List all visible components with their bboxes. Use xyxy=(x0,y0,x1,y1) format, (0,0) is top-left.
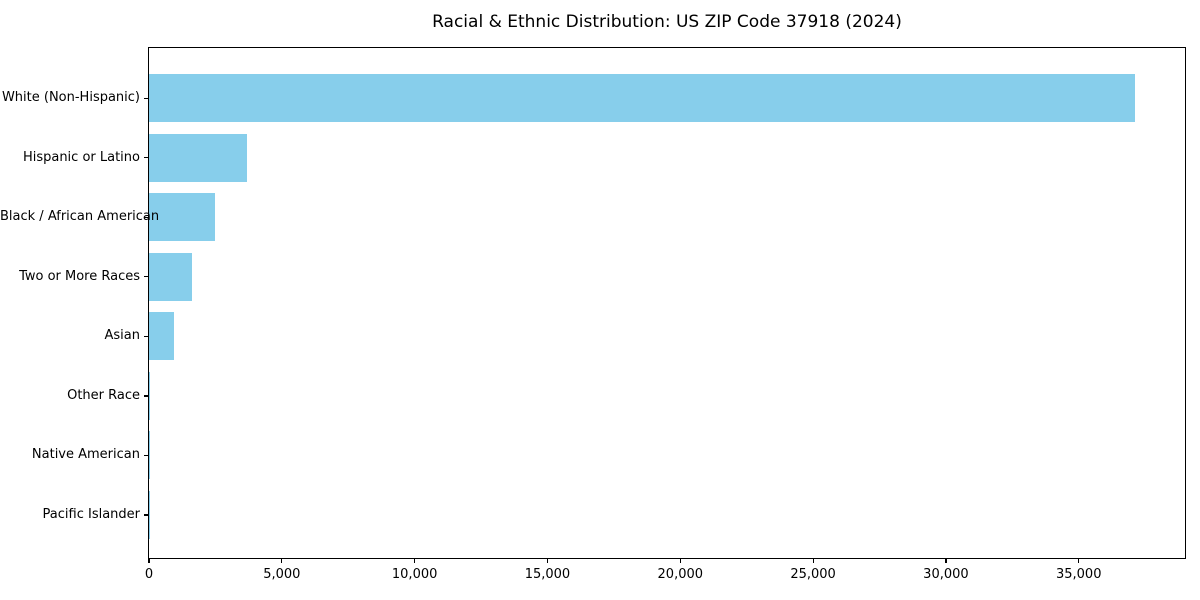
y-tick-label: Pacific Islander xyxy=(42,506,140,522)
x-tick-mark xyxy=(1078,559,1080,563)
y-tick-mark xyxy=(144,97,148,99)
bar-other-race xyxy=(149,371,151,420)
y-tick-label: Hispanic or Latino xyxy=(22,149,140,165)
y-tick-label: Native American xyxy=(31,447,140,463)
bar-asian xyxy=(149,312,174,361)
x-tick-mark xyxy=(148,559,150,563)
x-tick-label: 5,000 xyxy=(263,567,301,582)
y-tick-mark xyxy=(144,395,148,397)
x-tick-mark xyxy=(679,559,681,563)
plot-area xyxy=(148,47,1186,559)
bar-two-or-more-races xyxy=(149,252,192,301)
x-tick-mark xyxy=(414,559,416,563)
x-tick-label: 25,000 xyxy=(790,567,836,582)
y-tick-label: Other Race xyxy=(67,387,140,403)
y-tick-mark xyxy=(144,157,148,159)
y-tick-mark xyxy=(144,216,148,218)
x-tick-mark xyxy=(945,559,947,563)
y-tick-label: Two or More Races xyxy=(19,268,140,284)
x-tick-label: 20,000 xyxy=(657,567,704,582)
x-tick-label: 0 xyxy=(144,567,154,582)
y-tick-label: Asian xyxy=(104,328,140,344)
y-tick-label: Black / African American xyxy=(0,209,160,225)
x-tick-mark xyxy=(546,559,549,563)
y-tick-mark xyxy=(144,514,148,516)
x-tick-label: 30,000 xyxy=(923,567,969,582)
y-tick-mark xyxy=(144,276,148,278)
y-tick-mark xyxy=(144,454,148,457)
x-tick-label: 15,000 xyxy=(524,567,571,582)
bar-native-american xyxy=(149,431,150,480)
x-tick-mark xyxy=(812,559,814,563)
bar-white-non-hispanic xyxy=(149,74,1135,122)
x-tick-label: 10,000 xyxy=(391,567,438,582)
bar-hispanic-or-latino xyxy=(149,133,248,182)
y-tick-label: White (Non-Hispanic) xyxy=(1,90,140,105)
x-tick-label: 35,000 xyxy=(1055,567,1102,582)
bar-black-african-american xyxy=(149,193,216,242)
chart-title: Racial & Ethnic Distribution: US ZIP Cod… xyxy=(432,12,902,32)
x-tick-mark xyxy=(281,559,283,563)
y-tick-mark xyxy=(144,335,148,337)
